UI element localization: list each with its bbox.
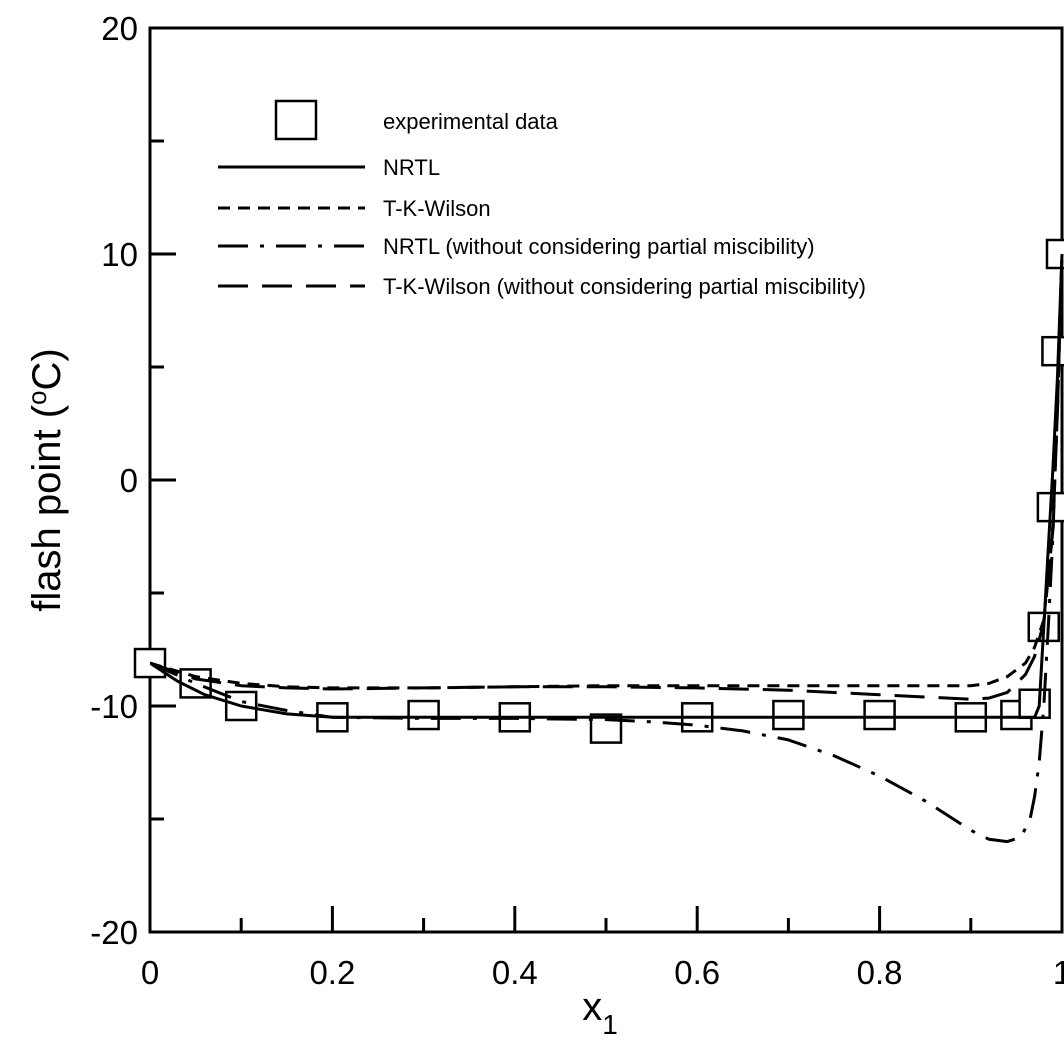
x-tick-label: 0.8 [857, 954, 903, 991]
legend-label: T-K-Wilson (without considering partial … [383, 274, 866, 299]
x-axis-title-main: x [582, 985, 602, 1029]
x-tick-label: 0.4 [492, 954, 538, 991]
x-tick-label: 0.2 [309, 954, 355, 991]
y-axis-title-end: C) [25, 348, 69, 390]
experimental-data-point [407, 699, 440, 731]
x-tick-label: 1 [1053, 954, 1064, 991]
y-tick-label: 0 [120, 462, 138, 499]
series-layer [133, 238, 1064, 844]
x-tick-label: 0 [141, 954, 159, 991]
series-line-long-dash [150, 253, 1064, 701]
y-tick-label: 20 [101, 10, 138, 47]
series-4 [150, 253, 1064, 701]
series-line-dashed [150, 253, 1064, 690]
experimental-data-point [133, 647, 167, 679]
x-axis-title: x1 [582, 985, 618, 1040]
plot-border [148, 26, 1064, 934]
y-tick-label: -20 [90, 914, 138, 951]
legend: experimental data NRTL T-K-Wilson NRTL (wit… [218, 99, 866, 299]
experimental-data-point [863, 699, 896, 731]
series-line-solid [150, 253, 1064, 719]
legend-marker-experimental [274, 99, 318, 141]
legend-label: experimental data [383, 109, 559, 134]
x-tick-label: 0.6 [674, 954, 720, 991]
legend-label: T-K-Wilson [383, 196, 491, 221]
legend-label: NRTL (without considering partial miscib… [383, 234, 815, 259]
y-axis-title-superscript: o [22, 390, 52, 404]
series-3 [150, 253, 1064, 844]
experimental-data-point [772, 699, 805, 731]
series-line-dash-dot [150, 253, 1064, 844]
series-1 [150, 253, 1064, 719]
plot-frame [148, 26, 1064, 934]
y-axis-title: flash point (oC) [22, 348, 69, 611]
tick-labels: 0 0.2 0.4 0.6 0.8 1 -20 -10 0 10 20 [90, 10, 1064, 991]
y-tick-label: 10 [101, 236, 138, 273]
legend-label: NRTL [383, 155, 440, 180]
y-tick-label: -10 [90, 688, 138, 725]
axis-ticks [148, 26, 1064, 934]
x-axis-title-subscript: 1 [602, 1009, 618, 1040]
y-axis-title-main: flash point ( [25, 404, 69, 611]
series-2 [150, 253, 1064, 690]
